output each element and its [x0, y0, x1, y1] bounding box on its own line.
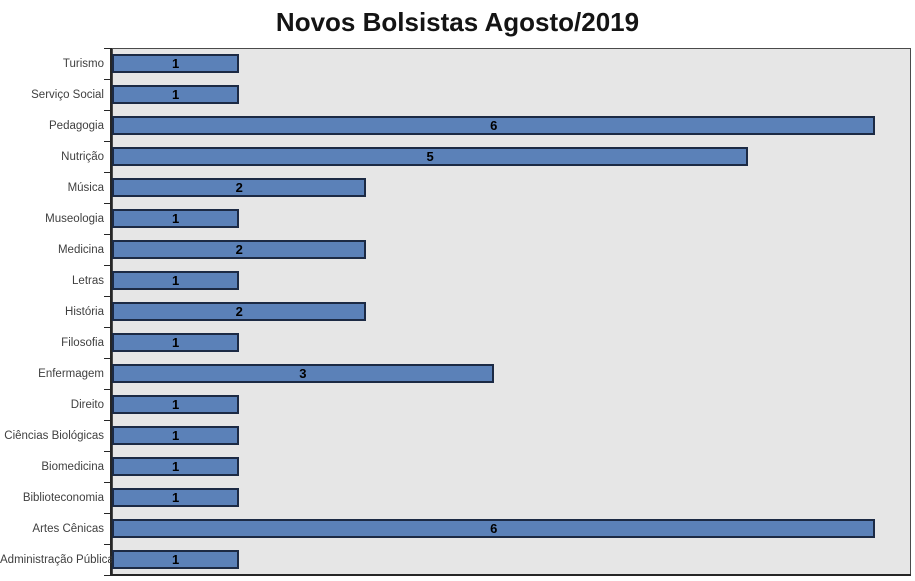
- category-label: Biblioteconomia: [22, 491, 104, 504]
- bar-value-label: 1: [171, 428, 180, 443]
- category-label: Turismo: [62, 57, 104, 70]
- tick-mark: [104, 234, 111, 235]
- bar-value-label: 1: [171, 490, 180, 505]
- tick-mark: [104, 141, 111, 142]
- bar: 2: [112, 302, 367, 321]
- category-label: Música: [67, 181, 104, 194]
- bar-value-label: 2: [235, 304, 243, 319]
- bar: 1: [112, 333, 240, 352]
- bar-value-label: 1: [171, 87, 180, 102]
- category-label: Biomedicina: [41, 460, 104, 473]
- tick-mark: [104, 296, 111, 297]
- chart-title: Novos Bolsistas Agosto/2019: [275, 7, 640, 37]
- tick-mark: [104, 544, 111, 545]
- y-axis-line: [110, 48, 112, 576]
- bar-value-label: 1: [171, 459, 180, 474]
- bar-value-label: 1: [171, 552, 180, 567]
- category-label: Letras: [72, 274, 104, 287]
- bar: 1: [112, 395, 240, 414]
- tick-mark: [104, 327, 111, 328]
- category-label: Ciências Biológicas: [4, 429, 104, 442]
- bar: 2: [112, 178, 367, 197]
- bar-value-label: 1: [171, 397, 180, 412]
- bar: 1: [112, 85, 240, 104]
- bar-value-label: 2: [235, 242, 243, 257]
- category-label: Direito: [70, 398, 104, 411]
- tick-mark: [104, 48, 111, 49]
- tick-mark: [104, 203, 111, 204]
- bar: 1: [112, 488, 240, 507]
- tick-mark: [104, 420, 111, 421]
- bar: 3: [112, 364, 494, 383]
- tick-mark: [104, 513, 111, 514]
- bar: 2: [112, 240, 367, 259]
- tick-mark: [104, 358, 111, 359]
- tick-mark: [104, 110, 111, 111]
- category-label: Serviço Social: [31, 88, 104, 101]
- bar: 1: [112, 209, 240, 228]
- bar: 6: [112, 519, 876, 538]
- bar-value-label: 6: [490, 118, 498, 133]
- bar: 5: [112, 147, 749, 166]
- bar-value-label: 1: [171, 273, 180, 288]
- tick-mark: [104, 172, 111, 173]
- bar-value-label: 6: [490, 521, 498, 536]
- category-label: Administração Pública: [0, 553, 114, 566]
- bar: 1: [112, 426, 240, 445]
- bar-value-label: 2: [235, 180, 243, 195]
- bar: 6: [112, 116, 876, 135]
- bar-value-label: 1: [171, 56, 180, 71]
- tick-mark: [104, 79, 111, 80]
- category-label: Museologia: [45, 212, 104, 225]
- bar: 1: [112, 550, 240, 569]
- category-label: História: [65, 305, 104, 318]
- tick-mark: [104, 575, 111, 576]
- tick-mark: [104, 482, 111, 483]
- tick-mark: [104, 389, 111, 390]
- bar-value-label: 1: [171, 335, 180, 350]
- bar: 1: [112, 457, 240, 476]
- x-axis-line: [110, 574, 911, 576]
- category-label: Artes Cênicas: [32, 522, 104, 535]
- tick-mark: [104, 265, 111, 266]
- category-label: Filosofia: [61, 336, 104, 349]
- category-label: Nutrição: [61, 150, 104, 163]
- tick-mark: [104, 451, 111, 452]
- category-label: Pedagogia: [49, 119, 104, 132]
- category-label: Medicina: [57, 243, 104, 256]
- bar-value-label: 5: [426, 149, 434, 164]
- bar-value-label: 1: [171, 211, 180, 226]
- bar: 1: [112, 54, 240, 73]
- category-label: Enfermagem: [38, 367, 104, 380]
- bar: 1: [112, 271, 240, 290]
- bar-value-label: 3: [299, 366, 307, 381]
